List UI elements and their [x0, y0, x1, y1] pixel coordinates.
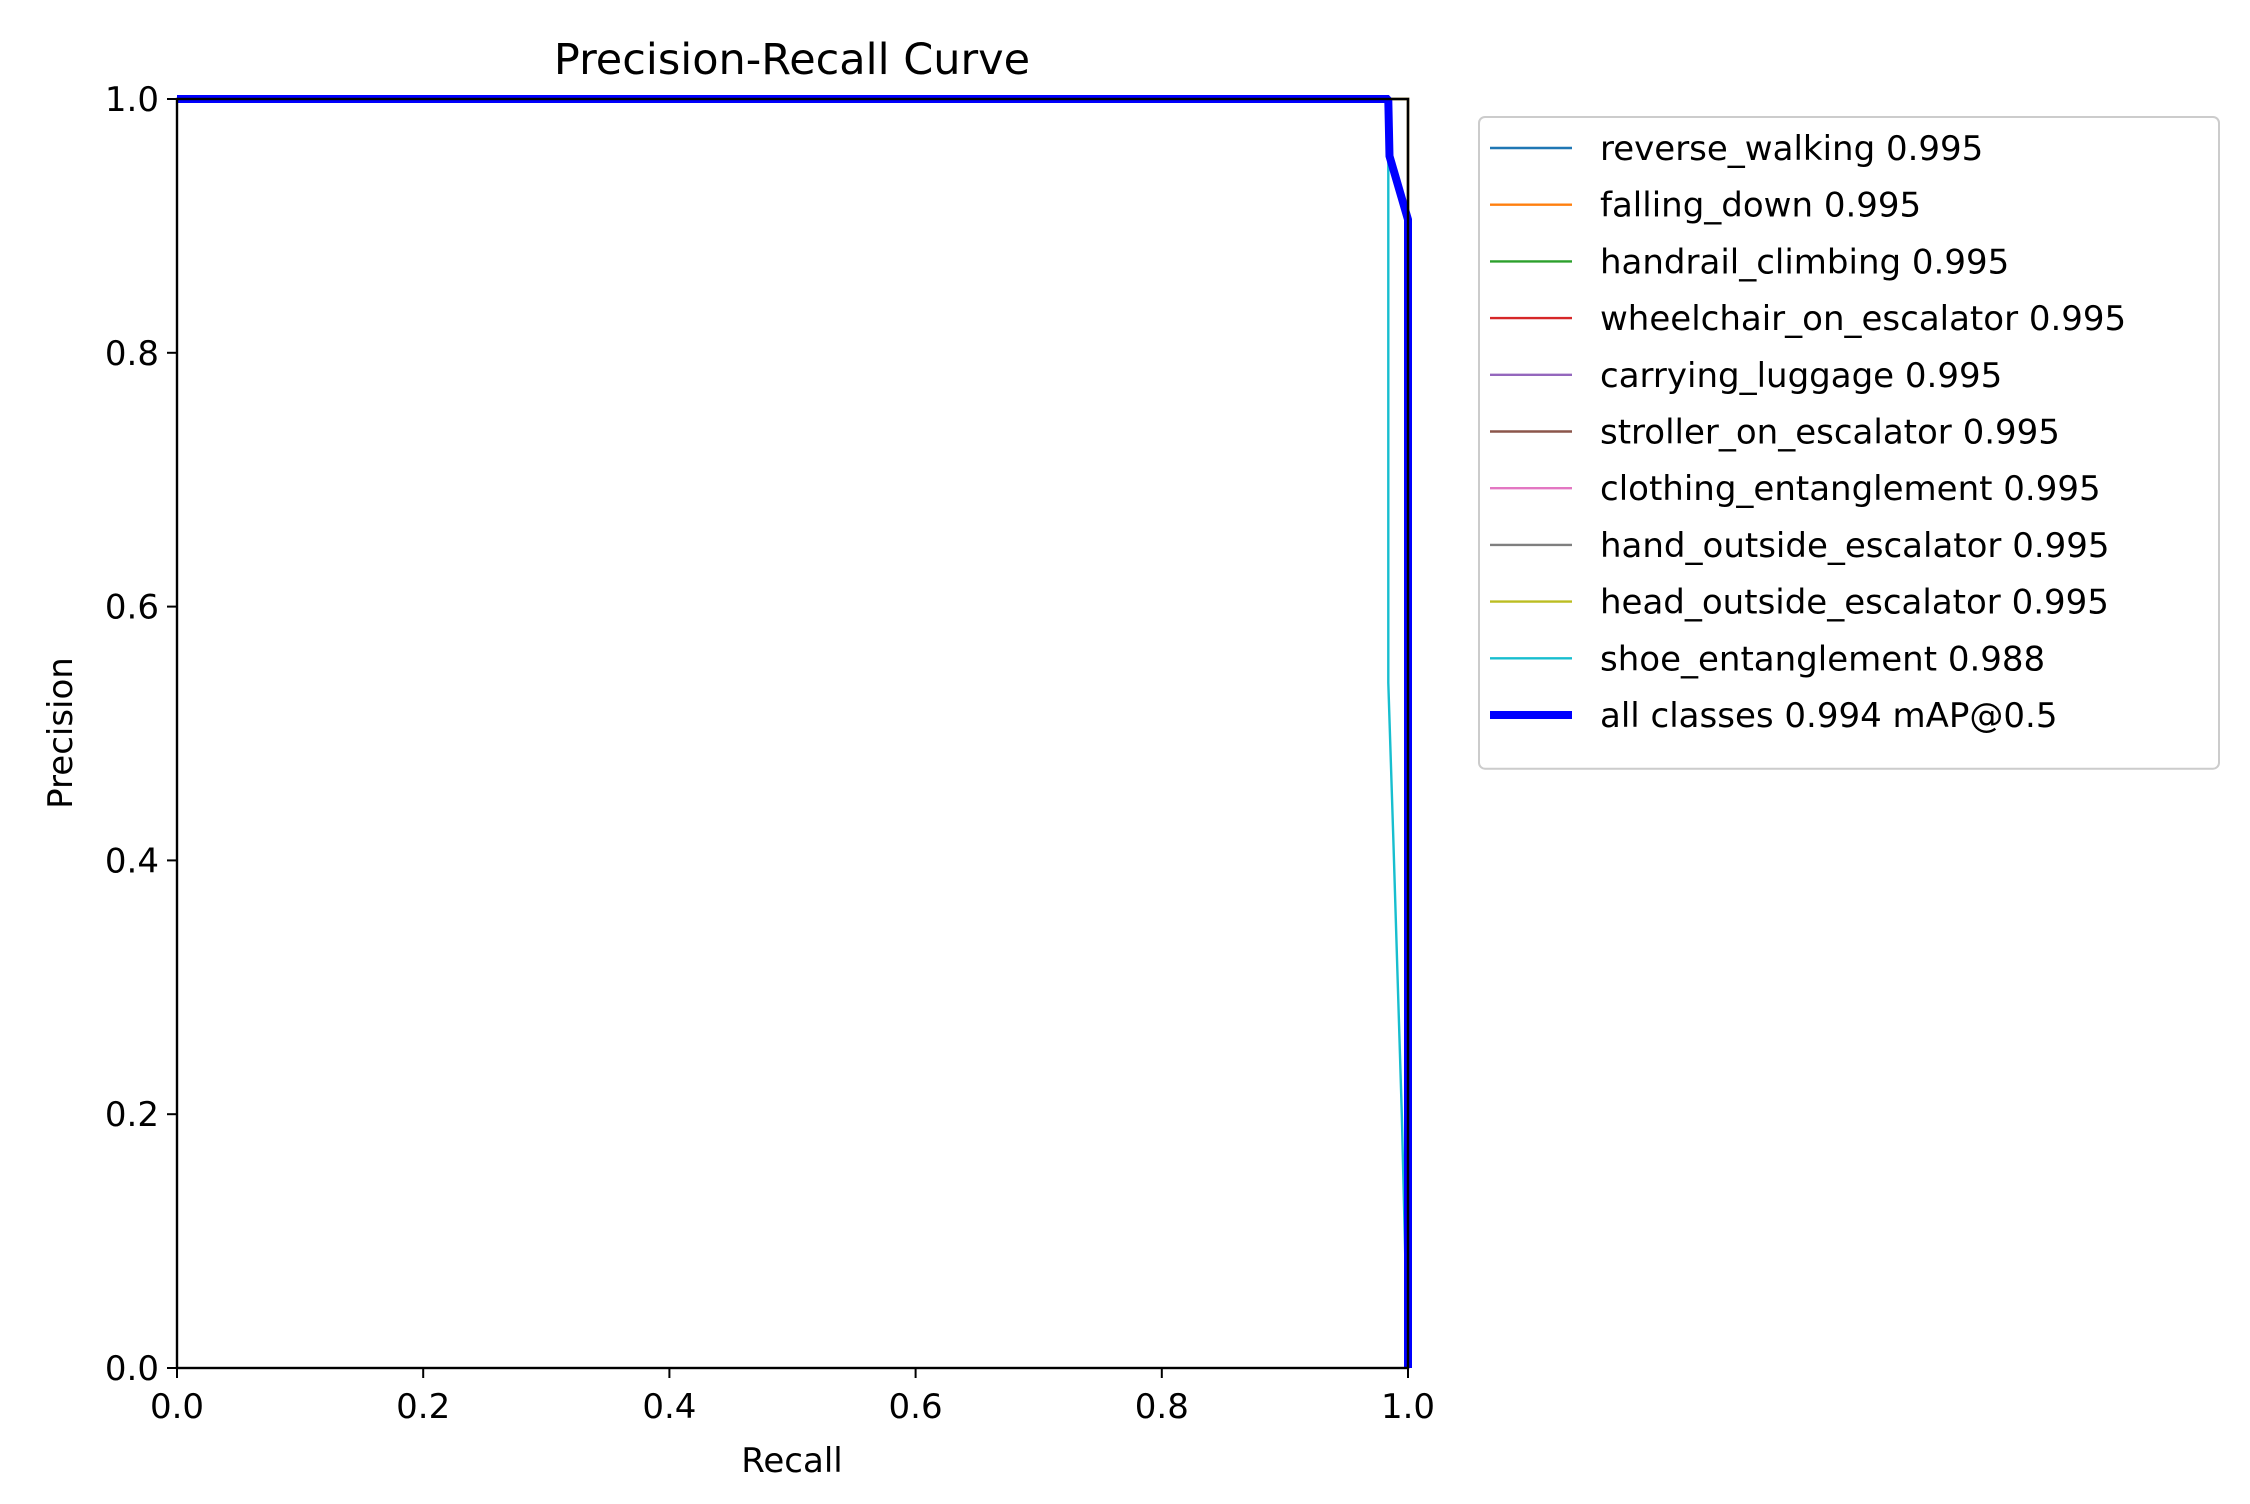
- x-axis-label: Recall: [741, 1441, 842, 1481]
- legend-box: [1478, 116, 2220, 770]
- plot-background: [177, 99, 1408, 1368]
- y-axis-label: Precision: [41, 657, 81, 809]
- x-tick-label: 0.2: [396, 1387, 450, 1427]
- legend: reverse_walking 0.995 falling_down 0.995 h…: [1478, 116, 2220, 770]
- legend-label-6: clothing_entanglement 0.995: [1600, 469, 2101, 509]
- x-tick-label: 0.0: [150, 1387, 204, 1427]
- legend-label-7: hand_outside_escalator 0.995: [1600, 526, 2110, 566]
- y-tick-label: 1.0: [105, 80, 159, 120]
- x-tick-label: 0.8: [1135, 1387, 1189, 1427]
- axes-group: 0.0 0.2 0.4 0.6 0.8 1.0 0.0 0.2 0.4 0.6 0.8 1.0: [105, 80, 1435, 1427]
- legend-label-3: wheelchair_on_escalator 0.995: [1600, 299, 2126, 339]
- legend-label-9: shoe_entanglement 0.988: [1600, 639, 2045, 679]
- legend-label-2: handrail_climbing 0.995: [1600, 242, 2009, 282]
- y-tick-label: 0.2: [105, 1095, 159, 1135]
- legend-label-10: all classes 0.994 mAP@0.5: [1600, 696, 2057, 736]
- chart-title: Precision-Recall Curve: [554, 35, 1030, 85]
- plot-frame: [175, 97, 1410, 1370]
- y-tick-label: 0.4: [105, 841, 159, 881]
- y-tick-label: 0.6: [105, 588, 159, 628]
- legend-label-1: falling_down 0.995: [1600, 186, 1921, 226]
- y-tick-label: 0.8: [105, 334, 159, 374]
- legend-label-4: carrying_luggage 0.995: [1600, 356, 2002, 396]
- legend-label-0: reverse_walking 0.995: [1600, 129, 1983, 169]
- y-tick-label: 0.0: [105, 1349, 159, 1389]
- x-tick-label: 0.4: [642, 1387, 696, 1427]
- legend-label-5: stroller_on_escalator 0.995: [1600, 413, 2060, 453]
- x-tick-label: 1.0: [1381, 1387, 1435, 1427]
- x-tick-label: 0.6: [889, 1387, 943, 1427]
- legend-label-8: head_outside_escalator 0.995: [1600, 583, 2109, 623]
